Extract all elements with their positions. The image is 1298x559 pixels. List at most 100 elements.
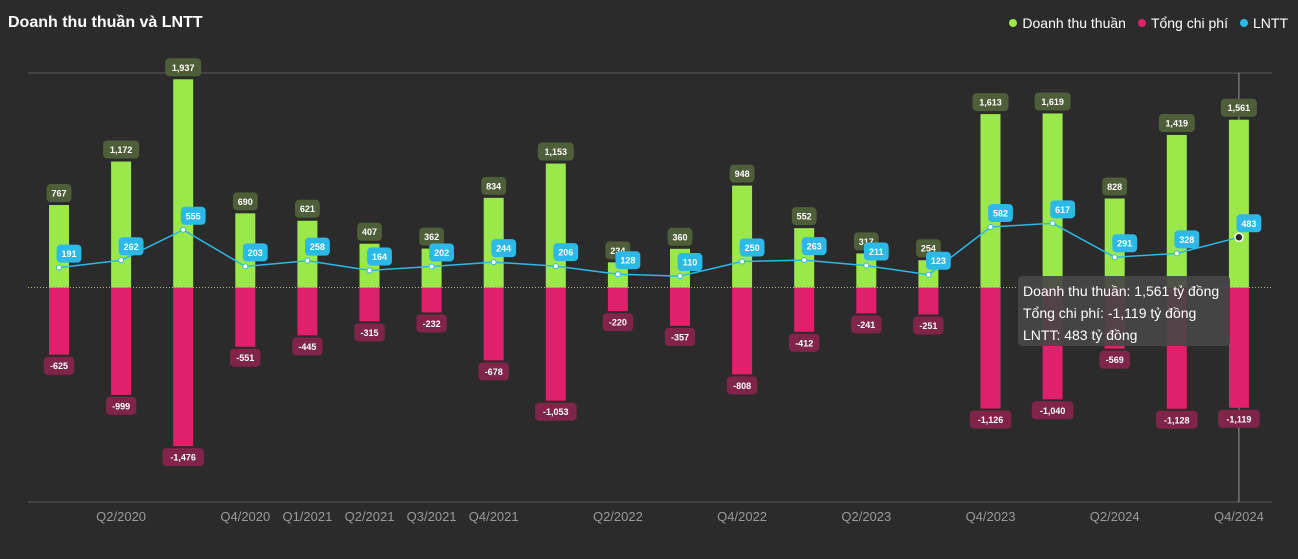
cost-bar[interactable] (173, 287, 194, 447)
cost-value-label-text: -357 (671, 332, 689, 342)
profit-point[interactable] (739, 258, 746, 265)
cost-value-label-bg (1031, 401, 1074, 420)
cost-bar[interactable] (359, 287, 380, 322)
cost-value-label-text: -1,128 (1164, 415, 1190, 425)
cost-bar[interactable] (49, 287, 69, 355)
profit-value-label-text: 203 (248, 248, 263, 258)
revenue-value-label-text: 1,937 (172, 63, 195, 73)
profit-point[interactable] (1049, 220, 1056, 227)
profit-point[interactable] (801, 257, 808, 264)
profit-point[interactable] (552, 263, 559, 270)
revenue-value-label-text: 690 (238, 197, 253, 207)
profit-value-label-bg (491, 239, 517, 258)
profit-value-label-bg (118, 237, 144, 256)
cost-bar[interactable] (980, 287, 1001, 409)
cost-value-label-bg (726, 376, 758, 395)
cost-value-label: -1,053 (535, 402, 577, 421)
cost-bar[interactable] (421, 287, 442, 313)
cost-bar[interactable] (918, 287, 939, 315)
cost-bar[interactable] (297, 287, 318, 336)
profit-point[interactable] (863, 262, 870, 269)
revenue-value-label-text: 1,419 (1166, 118, 1189, 128)
profit-point[interactable] (242, 263, 249, 270)
profit-point[interactable] (366, 267, 373, 274)
cost-bar[interactable] (483, 287, 504, 361)
cost-bar[interactable] (856, 287, 877, 314)
cost-bar[interactable] (235, 287, 256, 347)
revenue-bar[interactable] (1228, 119, 1249, 288)
cost-bar[interactable] (607, 287, 628, 312)
revenue-value-label-text: 1,619 (1041, 97, 1064, 107)
legend-item-cost[interactable]: Tổng chi phí (1137, 15, 1228, 31)
cost-value-label-text: -1,126 (978, 415, 1004, 425)
revenue-value-label-text: 360 (672, 232, 687, 242)
revenue-bar[interactable] (1166, 134, 1187, 288)
revenue-value-label: 1,937 (165, 58, 202, 77)
profit-value-label-text: 250 (745, 243, 760, 253)
revenue-value-label: 552 (791, 207, 817, 226)
tooltip: Doanh thu thuần: 1,561 tỷ đồng Tổng chi … (1018, 276, 1230, 346)
profit-point[interactable] (1173, 250, 1180, 257)
profit-value-label: 262 (118, 237, 144, 256)
cost-value-label-text: -1,040 (1040, 406, 1066, 416)
cost-value-label: -241 (851, 315, 882, 334)
revenue-bar[interactable] (1042, 113, 1063, 288)
x-tick-label: Q4/2023 (966, 509, 1016, 524)
profit-point[interactable] (118, 257, 125, 264)
profit-point[interactable] (677, 273, 683, 280)
profit-point[interactable] (56, 264, 62, 271)
cost-value-label: -220 (602, 313, 634, 332)
revenue-value-label: 1,153 (537, 142, 574, 161)
revenue-bar[interactable] (111, 161, 132, 288)
profit-value-label-bg (367, 247, 392, 266)
revenue-value-label: 1,613 (972, 93, 1009, 112)
cost-value-label-bg (1218, 409, 1260, 428)
revenue-value-label-text: 1,613 (979, 98, 1002, 108)
profit-value-label-text: 483 (1241, 219, 1256, 229)
legend-item-profit[interactable]: LNTT (1240, 15, 1288, 31)
profit-value-label-bg (615, 251, 641, 270)
revenue-value-label-text: 1,153 (545, 147, 568, 157)
profit-value-label: 244 (491, 239, 517, 258)
cost-value-label-text: -569 (1106, 355, 1124, 365)
cost-bar[interactable] (1228, 287, 1249, 408)
profit-point[interactable] (987, 223, 994, 230)
cost-value-label-bg (1099, 350, 1130, 369)
profit-point[interactable] (925, 271, 932, 278)
cost-value-label: -315 (354, 323, 385, 342)
revenue-value-label-bg (419, 227, 444, 246)
profit-value-label-bg (863, 242, 889, 261)
revenue-bar[interactable] (856, 253, 877, 288)
revenue-value-label-bg (729, 164, 755, 183)
profit-point[interactable] (304, 257, 311, 264)
revenue-bar[interactable] (173, 79, 194, 288)
cost-bar[interactable] (545, 287, 566, 401)
cost-bar[interactable] (670, 287, 690, 326)
cost-bar[interactable] (732, 287, 753, 375)
profit-line (58, 222, 1240, 277)
profit-point[interactable] (614, 271, 621, 278)
cost-value-label: -625 (43, 356, 75, 375)
revenue-value-label-text: 317 (859, 237, 874, 247)
cost-value-label-bg (105, 396, 137, 415)
cost-value-label-text: -1,119 (1226, 414, 1251, 424)
revenue-value-label: 1,172 (103, 140, 140, 159)
profit-value-label: 206 (553, 243, 579, 262)
profit-point[interactable] (180, 226, 187, 233)
profit-point[interactable] (428, 263, 435, 270)
legend-item-revenue[interactable]: Doanh thu thuần (1009, 15, 1126, 31)
profit-point[interactable] (1111, 254, 1118, 261)
profit-value-label-bg (677, 253, 703, 272)
tooltip-revenue: Doanh thu thuần: 1,561 tỷ đồng (1023, 283, 1220, 299)
revenue-value-label-bg (357, 222, 382, 241)
revenue-value-label: 948 (729, 164, 755, 183)
profit-value-label-bg (1174, 230, 1200, 249)
cost-value-label: -445 (292, 337, 323, 356)
revenue-bar[interactable] (732, 185, 753, 288)
cost-bar[interactable] (794, 287, 815, 332)
cost-bar[interactable] (111, 287, 132, 395)
revenue-bar[interactable] (980, 114, 1001, 288)
profit-point[interactable] (1234, 232, 1244, 243)
profit-point[interactable] (490, 259, 497, 266)
